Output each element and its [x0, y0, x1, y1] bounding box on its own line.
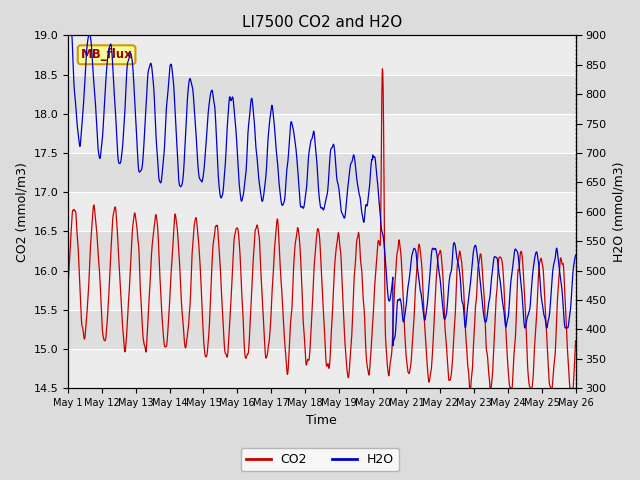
CO2: [64, 284, 72, 289]
CO2: [518, 250, 525, 255]
CO2: [379, 66, 387, 72]
Bar: [68, 349, 575, 388]
H2O: [499, 298, 506, 303]
H2O: [261, 183, 269, 189]
Bar: [68, 192, 575, 231]
Line: CO2: CO2: [68, 69, 575, 388]
CO2: [261, 344, 269, 349]
CO2: [499, 262, 506, 267]
H2O: [518, 284, 525, 290]
X-axis label: Time: Time: [307, 414, 337, 427]
H2O: [572, 252, 579, 258]
Bar: [68, 231, 575, 271]
Text: MB_flux: MB_flux: [81, 48, 132, 61]
CO2: [466, 385, 474, 391]
Bar: [68, 74, 575, 114]
H2O: [74, 132, 82, 138]
Bar: [68, 114, 575, 153]
Y-axis label: H2O (mmol/m3): H2O (mmol/m3): [612, 162, 625, 262]
H2O: [389, 343, 397, 348]
CO2: [74, 250, 82, 256]
H2O: [477, 293, 485, 299]
Legend: CO2, H2O: CO2, H2O: [241, 448, 399, 471]
H2O: [64, 33, 72, 38]
Bar: [68, 36, 575, 74]
CO2: [572, 338, 579, 344]
H2O: [348, 160, 355, 166]
CO2: [348, 342, 355, 348]
Title: LI7500 CO2 and H2O: LI7500 CO2 and H2O: [242, 15, 402, 30]
Bar: [68, 153, 575, 192]
Bar: [68, 310, 575, 349]
CO2: [478, 260, 486, 265]
Line: H2O: H2O: [68, 36, 575, 346]
Y-axis label: CO2 (mmol/m3): CO2 (mmol/m3): [15, 162, 28, 262]
Bar: [68, 271, 575, 310]
